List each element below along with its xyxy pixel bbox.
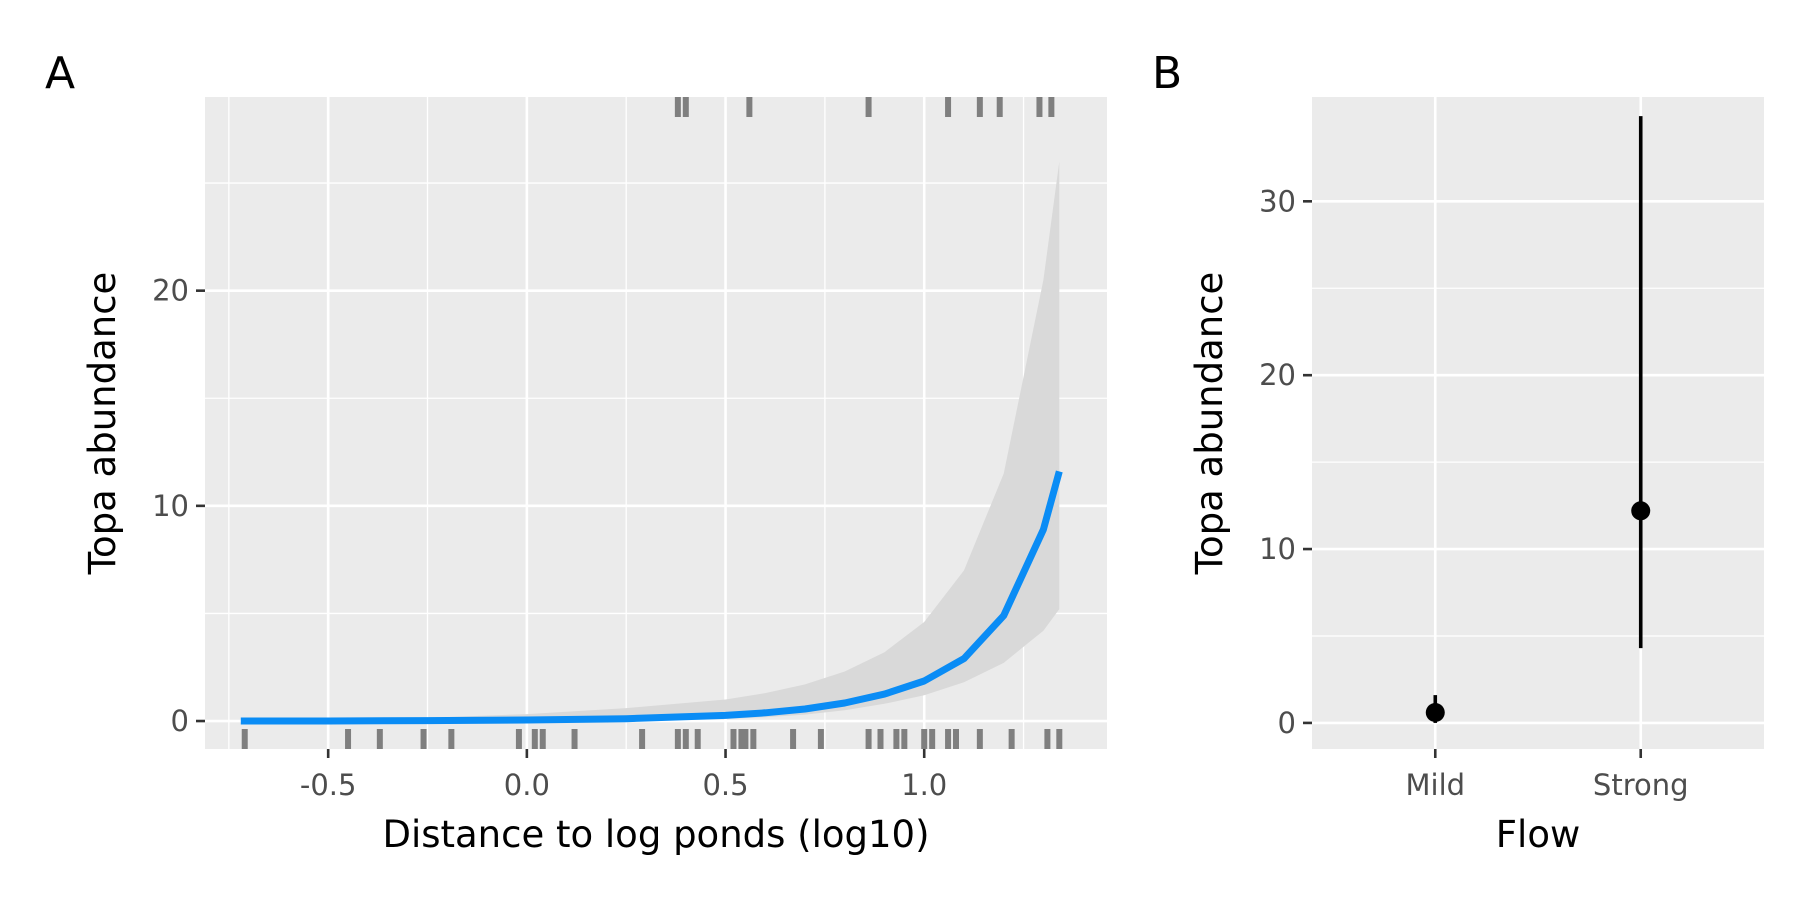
panel-a-y-ticks: 0 10 20 [152, 274, 205, 738]
panel-a-gridlines [205, 97, 1107, 749]
panel-a-confidence-band [240, 161, 1060, 722]
panel-b-x-axis-title: Flow [1496, 813, 1580, 856]
panel-a-y-axis-title: Topa abundance [81, 272, 124, 576]
y-tick-label: 20 [152, 274, 189, 308]
x-tick-label: 1.0 [901, 768, 947, 802]
x-tick-label: -0.5 [300, 768, 357, 802]
y-tick-label: 10 [152, 489, 189, 523]
panel-a-x-axis-title: Distance to log ponds (log10) [382, 813, 929, 856]
point-mild [1425, 702, 1445, 722]
panel-b-points [1425, 501, 1651, 722]
y-tick-label: 20 [1259, 358, 1296, 392]
y-tick-label: 0 [1278, 706, 1296, 740]
panel-a: A 0 10 20 -0.5 0.0 0.5 1.0 Distance to log po… [45, 48, 1107, 856]
panel-a-rug-bottom [241, 729, 1063, 749]
panel-b-y-ticks: 0 10 20 30 [1259, 184, 1312, 740]
confidence-band [240, 161, 1060, 722]
y-tick-label: 30 [1259, 184, 1296, 218]
x-tick-label: 0.0 [504, 768, 550, 802]
panel-a-x-ticks: -0.5 0.0 0.5 1.0 [300, 749, 947, 802]
panel-a-fit-line-group [240, 470, 1063, 725]
panel-b: B 0 10 20 30 Mild Strong Flow Topa abundance [1152, 48, 1764, 856]
y-tick-label: 0 [171, 704, 189, 738]
point-strong [1631, 501, 1651, 521]
y-tick-label: 10 [1259, 532, 1296, 566]
panel-a-tag: A [45, 48, 75, 99]
x-tick-label: Strong [1593, 768, 1689, 802]
panel-a-rug-top [674, 97, 1055, 117]
x-tick-label: 0.5 [702, 768, 748, 802]
panel-b-x-ticks: Mild Strong [1405, 749, 1689, 802]
panel-b-tag: B [1152, 48, 1182, 99]
x-tick-label: Mild [1405, 768, 1465, 802]
panel-b-y-axis-title: Topa abundance [1188, 272, 1231, 576]
fit-line [240, 470, 1063, 725]
panel-b-background [1312, 97, 1764, 749]
